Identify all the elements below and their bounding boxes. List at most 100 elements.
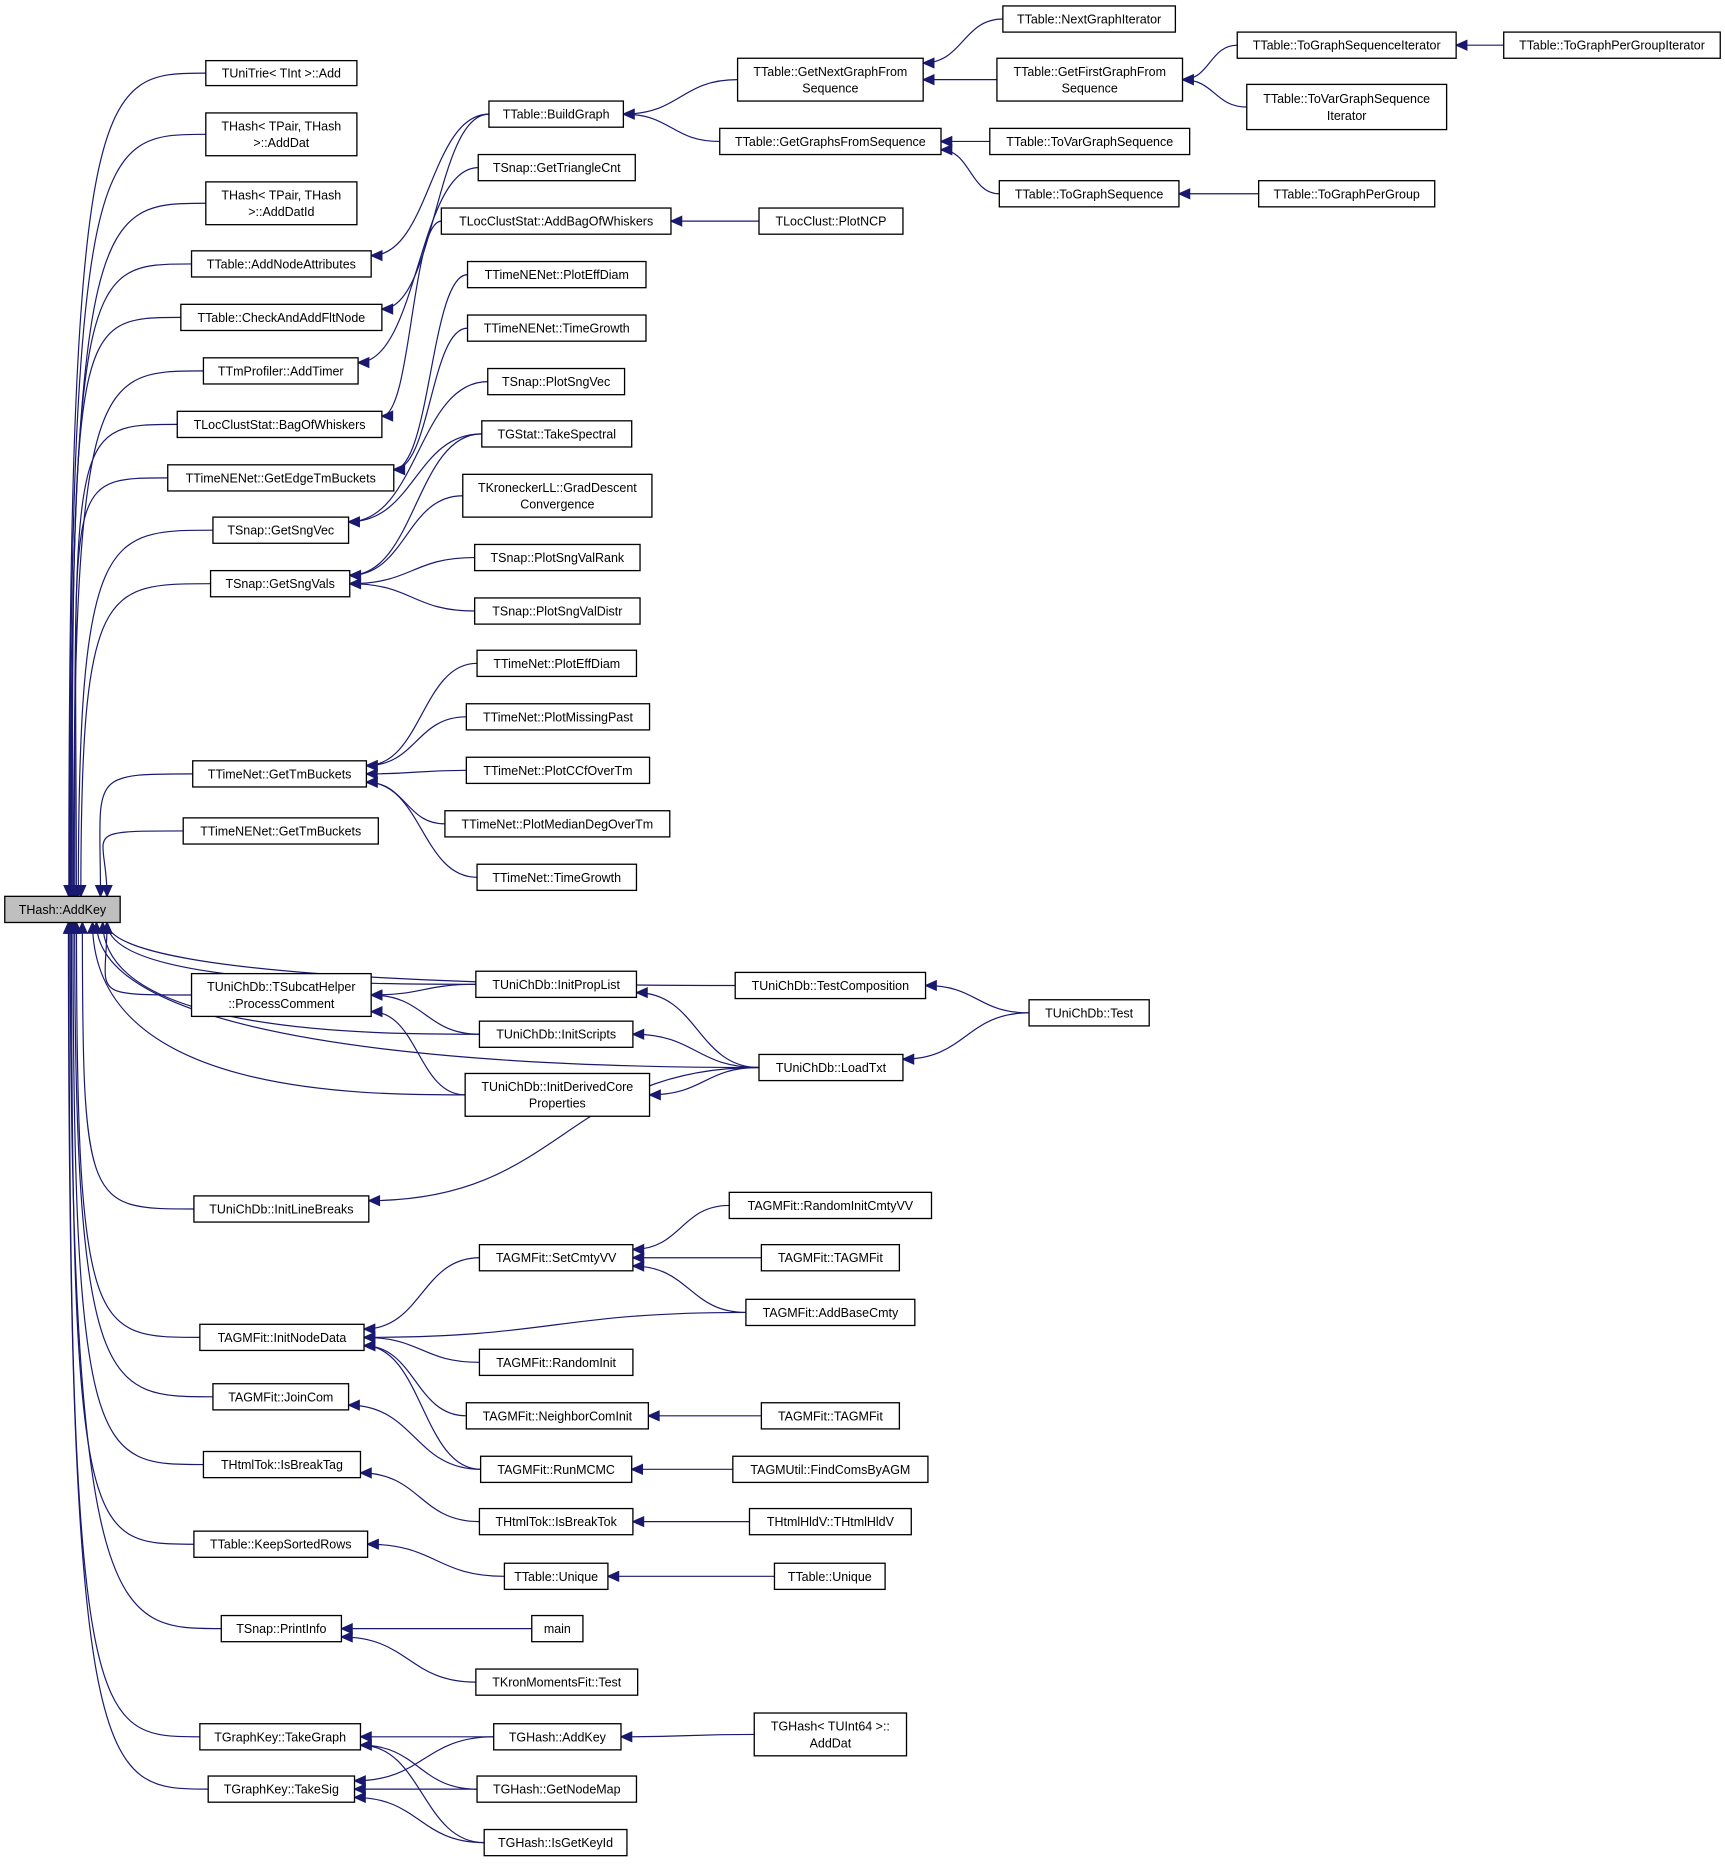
node-label: TTable::NextGraphIterator [1017, 13, 1161, 27]
caller-node-box[interactable]: TTable::GetGraphsFromSequence [719, 127, 942, 156]
caller-node-box[interactable]: TSnap::PlotSngValDistr [474, 597, 641, 625]
node-border [475, 970, 638, 999]
caller-node-box[interactable]: TUniChDb::TSubcatHelper::ProcessComment [190, 972, 372, 1018]
caller-node-box[interactable]: TTimeNENet::GetTmBuckets [182, 817, 379, 845]
call-edge [364, 1311, 746, 1338]
caller-node-box[interactable]: TSnap::PrintInfo [220, 1614, 343, 1643]
caller-node-box[interactable]: TAGMFit::NeighborComInit [465, 1402, 650, 1430]
call-edge [632, 1265, 746, 1314]
caller-node-box[interactable]: THash< TPair, THash>::AddDat [205, 112, 358, 157]
caller-node-box[interactable]: THtmlHldV::THtmlHldV [748, 1507, 912, 1536]
node-border [202, 1450, 362, 1479]
node-label: Sequence [802, 81, 858, 95]
caller-node-box[interactable]: TUniTrie< TInt >::Add [205, 59, 358, 87]
caller-node-box[interactable]: TTimeNENet::TimeGrowth [466, 314, 647, 342]
caller-node-box[interactable]: TTimeNet::GetTmBuckets [192, 760, 368, 788]
caller-node-box[interactable]: TSnap::PlotSngVec [487, 367, 626, 396]
caller-node-box[interactable]: TTimeNet::PlotEffDiam [476, 649, 638, 678]
caller-node-box[interactable]: TAGMFit::RunMCMC [479, 1455, 633, 1484]
caller-node-box[interactable]: TAGMFit::SetCmtyVV [478, 1243, 634, 1272]
caller-node-box[interactable]: TAGMFit::JoinCom [212, 1383, 350, 1411]
call-edge [69, 922, 222, 1630]
caller-node-box[interactable]: TGHash::IsGetKeyId [483, 1828, 628, 1857]
arrowhead [369, 989, 383, 1001]
caller-node-box[interactable]: TUniChDb::Test [1028, 999, 1150, 1027]
caller-node-box[interactable]: TGStat::TakeSpectral [481, 420, 633, 448]
caller-node-box[interactable]: TAGMFit::AddBaseCmty [745, 1298, 916, 1327]
node-border [465, 756, 651, 785]
node-border [465, 703, 651, 731]
caller-node-box[interactable]: TLocClustStat::AddBagOfWhiskers [440, 207, 672, 235]
caller-node-box[interactable]: TUniChDb::TestComposition [734, 971, 927, 1000]
caller-node-box[interactable]: main [531, 1614, 584, 1643]
node-label: TAGMUtil::FindComsByAGM [750, 1463, 910, 1477]
caller-node-box[interactable]: TLocClustStat::BagOfWhiskers [176, 410, 383, 439]
caller-node-box[interactable]: TTable::ToGraphSequenceIterator [1236, 31, 1457, 59]
caller-node-box[interactable]: TTimeNENet::GetEdgeTmBuckets [167, 464, 395, 492]
node-label: TTimeNENet::GetTmBuckets [200, 824, 361, 838]
caller-node-box[interactable]: TGHash::AddKey [493, 1723, 622, 1751]
caller-node-box[interactable]: TSnap::GetSngVec [212, 516, 350, 544]
call-edge [349, 433, 482, 576]
caller-node-box[interactable]: TSnap::PlotSngValRank [474, 543, 641, 572]
call-edge [371, 994, 480, 1035]
node-border [487, 367, 626, 396]
caller-node-box[interactable]: TTable::ToVarGraphSequence [989, 127, 1191, 156]
caller-node-box[interactable]: TUniChDb::InitLineBreaks [193, 1195, 370, 1223]
caller-node-box[interactable]: TTable::ToGraphPerGroup [1258, 180, 1436, 208]
caller-node-box[interactable]: TAGMUtil::FindComsByAGM [732, 1455, 929, 1484]
caller-node-box[interactable]: TTimeNet::PlotMedianDegOverTm [444, 810, 671, 838]
caller-node-box[interactable]: TTable::KeepSortedRows [193, 1530, 369, 1558]
node-border [1246, 83, 1448, 131]
call-edge [366, 716, 467, 767]
caller-node-box[interactable]: TUniChDb::InitPropList [475, 970, 638, 999]
caller-node-box[interactable]: TTmProfiler::AddTimer [202, 357, 359, 385]
caller-node-box[interactable]: THtmlTok::IsBreakTag [202, 1450, 362, 1479]
caller-node-box[interactable]: TTimeNENet::PlotEffDiam [466, 260, 647, 289]
caller-node-box[interactable]: TGraphKey::TakeGraph [199, 1723, 362, 1751]
arrowhead [1177, 188, 1191, 200]
caller-node-box[interactable]: TTable::BuildGraph [488, 100, 625, 128]
caller-node-box[interactable]: TTimeNet::TimeGrowth [476, 863, 638, 892]
caller-node-box[interactable]: TLocClust::PlotNCP [758, 207, 904, 235]
node-border [736, 57, 924, 102]
call-edge [360, 1744, 478, 1790]
call-edge [632, 1033, 760, 1069]
caller-node-box[interactable]: TAGMFit::TAGMFit [760, 1402, 901, 1430]
node-label: Properties [529, 1097, 586, 1111]
caller-node-box[interactable]: TGraphKey::TakeSig [207, 1775, 356, 1803]
caller-node-box[interactable]: TTable::AddNodeAttributes [190, 250, 372, 278]
caller-node-box[interactable]: TSnap::GetTriangleCnt [477, 153, 636, 182]
caller-node-box[interactable]: TTable::Unique [773, 1562, 886, 1591]
caller-node-box[interactable]: TSnap::GetSngVals [209, 569, 351, 598]
caller-node-box[interactable]: TTable::NextGraphIterator [1002, 5, 1177, 33]
caller-node-box[interactable]: TAGMFit::RandomInitCmtyVV [728, 1191, 933, 1220]
node-label: TUniChDb::InitScripts [496, 1028, 616, 1042]
node-label: >::AddDatId [248, 205, 314, 219]
caller-node-box[interactable]: TGHash< TUInt64 >::AddDat [753, 1712, 908, 1757]
caller-node-box[interactable]: TKronMomentsFit::Test [475, 1668, 639, 1696]
caller-node-box[interactable]: TAGMFit::TAGMFit [760, 1243, 901, 1272]
caller-node-box[interactable]: THash< TPair, THash>::AddDatId [205, 181, 358, 226]
caller-node-box[interactable]: TTable::ToGraphPerGroupIterator [1503, 31, 1721, 59]
node-border [474, 597, 641, 625]
caller-node-box[interactable]: THtmlTok::IsBreakTok [478, 1507, 634, 1536]
caller-node-box[interactable]: TTable::CheckAndAddFltNode [180, 303, 383, 332]
node-label: TKroneckerLL::GradDescent [478, 481, 637, 495]
root-node-box[interactable]: THash::AddKey [4, 895, 121, 924]
call-edge [348, 1404, 481, 1470]
caller-node-box[interactable]: TAGMFit::RandomInit [478, 1348, 634, 1377]
caller-node-box[interactable]: TTimeNet::PlotCCfOverTm [465, 756, 651, 785]
caller-node-box[interactable]: TUniChDb::InitScripts [478, 1020, 634, 1048]
caller-node-box[interactable]: TTable::ToGraphSequence [998, 180, 1180, 208]
caller-node-box[interactable]: TTimeNet::PlotMissingPast [465, 703, 651, 731]
caller-node-box[interactable]: TTable::Unique [503, 1562, 609, 1591]
caller-node-box[interactable]: TUniChDb::LoadTxt [758, 1053, 904, 1082]
caller-node-box[interactable]: TAGMFit::InitNodeData [199, 1323, 365, 1352]
caller-node-box[interactable]: TGHash::GetNodeMap [476, 1775, 638, 1803]
